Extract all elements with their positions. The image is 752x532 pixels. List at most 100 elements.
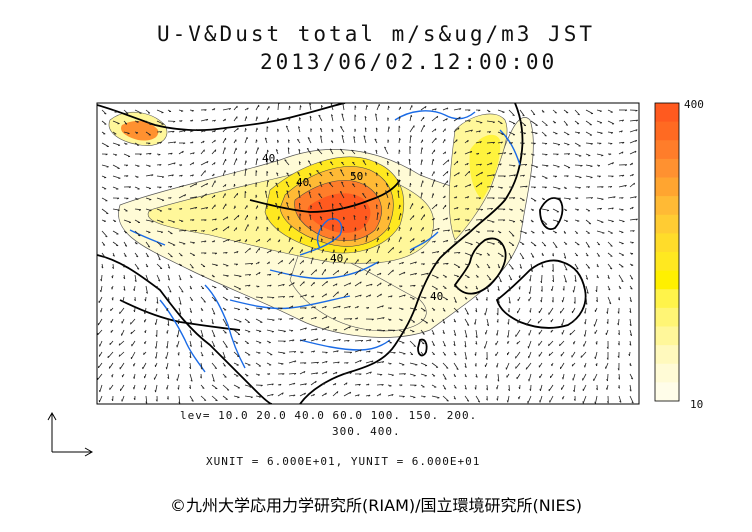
wind-arrow-head — [224, 376, 227, 378]
wind-arrow-head — [467, 196, 470, 199]
wind-arrow — [340, 169, 345, 177]
wind-arrow-head — [204, 252, 207, 255]
wind-arrow-head — [475, 335, 478, 338]
wind-arrow — [318, 202, 323, 210]
wind-arrow-head — [237, 297, 241, 300]
wind-arrow-head — [601, 198, 604, 201]
wind-arrow-head — [169, 290, 172, 293]
wind-arrow-head — [413, 284, 416, 287]
wind-arrow — [310, 247, 313, 254]
wind-arrow-head — [453, 320, 456, 323]
wind-arrow — [310, 372, 318, 375]
wind-arrow-head — [256, 139, 258, 142]
wind-arrow — [321, 360, 328, 364]
wind-arrow — [420, 362, 428, 366]
wind-arrow — [255, 247, 260, 254]
wind-arrow-head — [325, 360, 328, 363]
wind-arrow-head — [485, 357, 488, 360]
wind-arrow — [618, 274, 624, 283]
wind-arrow — [354, 259, 359, 265]
wind-arrow-head — [475, 342, 478, 345]
wind-arrow — [486, 285, 490, 292]
wind-arrow-head — [458, 172, 460, 175]
wind-arrow — [486, 185, 494, 188]
wind-arrow-head — [597, 165, 601, 167]
wind-arrow-head — [309, 115, 312, 118]
wind-arrow-head — [147, 245, 150, 248]
wind-arrow — [211, 307, 216, 315]
wind-arrow — [156, 197, 165, 201]
wind-arrow-head — [628, 353, 630, 356]
wind-arrow-head — [390, 295, 393, 298]
wind-arrow — [563, 142, 570, 145]
wind-arrow-head — [360, 281, 362, 284]
wind-arrow-head — [275, 182, 278, 185]
wind-arrow-head — [543, 245, 547, 247]
wind-arrow — [618, 184, 627, 188]
wind-arrow-head — [509, 278, 513, 281]
wind-arrow — [277, 271, 283, 276]
wind-arrow — [574, 109, 580, 116]
wind-arrow-head — [499, 163, 502, 166]
wind-arrow-head — [139, 153, 142, 156]
wind-arrow — [585, 109, 594, 114]
wind-arrow-head — [504, 152, 507, 155]
wind-arrow — [541, 241, 547, 247]
wind-arrow-head — [403, 271, 406, 274]
wind-arrow-head — [375, 149, 378, 152]
wind-arrow — [134, 219, 141, 223]
wind-arrow-head — [437, 262, 439, 264]
wind-arrow-head — [609, 302, 612, 305]
wind-arrow-head — [124, 255, 127, 257]
wind-arrow — [288, 394, 296, 397]
wind-arrow — [134, 109, 142, 114]
wind-arrow-head — [343, 216, 346, 219]
wind-arrow — [343, 292, 349, 298]
wind-arrow — [112, 120, 120, 124]
wind-arrow-head — [277, 128, 280, 131]
wind-arrow — [442, 118, 448, 122]
colorbar-band — [655, 214, 679, 234]
wind-arrow — [288, 225, 292, 232]
wind-arrow — [266, 329, 274, 332]
wind-arrow — [343, 372, 352, 375]
wind-arrow — [552, 241, 558, 248]
wind-arrow-head — [283, 352, 286, 355]
wind-arrow-head — [459, 108, 462, 111]
wind-arrow-head — [225, 324, 228, 327]
wind-arrow — [244, 351, 251, 356]
wind-arrow-head — [285, 125, 289, 128]
wind-arrow-head — [211, 322, 214, 325]
wind-arrow-head — [612, 162, 614, 165]
wind-arrow — [222, 216, 229, 221]
wind-arrow-head — [433, 240, 436, 243]
wind-arrow — [299, 281, 305, 287]
wind-arrow-head — [180, 120, 183, 123]
wind-arrow-head — [375, 183, 378, 186]
wind-arrow — [343, 340, 350, 342]
wind-arrow-head — [437, 227, 440, 231]
contour-label: 40 — [296, 176, 309, 189]
wind-arrow-head — [365, 172, 367, 175]
wind-arrow — [244, 136, 248, 144]
wind-arrow — [200, 161, 209, 166]
wind-arrow — [442, 340, 446, 347]
wind-arrow — [431, 137, 437, 144]
wind-arrow — [156, 230, 163, 233]
wind-arrow-head — [513, 174, 516, 177]
wind-arrow-head — [298, 161, 301, 164]
colorbar-band — [655, 158, 679, 178]
wind-arrow — [585, 142, 593, 145]
wind-arrow-head — [337, 291, 339, 294]
wind-arrow-head — [413, 375, 416, 377]
wind-arrow — [310, 380, 317, 386]
wind-arrow-head — [422, 251, 425, 254]
wind-arrow-head — [617, 298, 620, 301]
map-frame — [96, 102, 640, 405]
wind-arrow-head — [548, 343, 550, 346]
wind-arrow-head — [444, 378, 447, 380]
wind-arrow-head — [436, 116, 439, 119]
wind-arrow-head — [583, 334, 586, 337]
wind-arrow-head — [554, 175, 557, 178]
wind-arrow-head — [281, 363, 284, 365]
